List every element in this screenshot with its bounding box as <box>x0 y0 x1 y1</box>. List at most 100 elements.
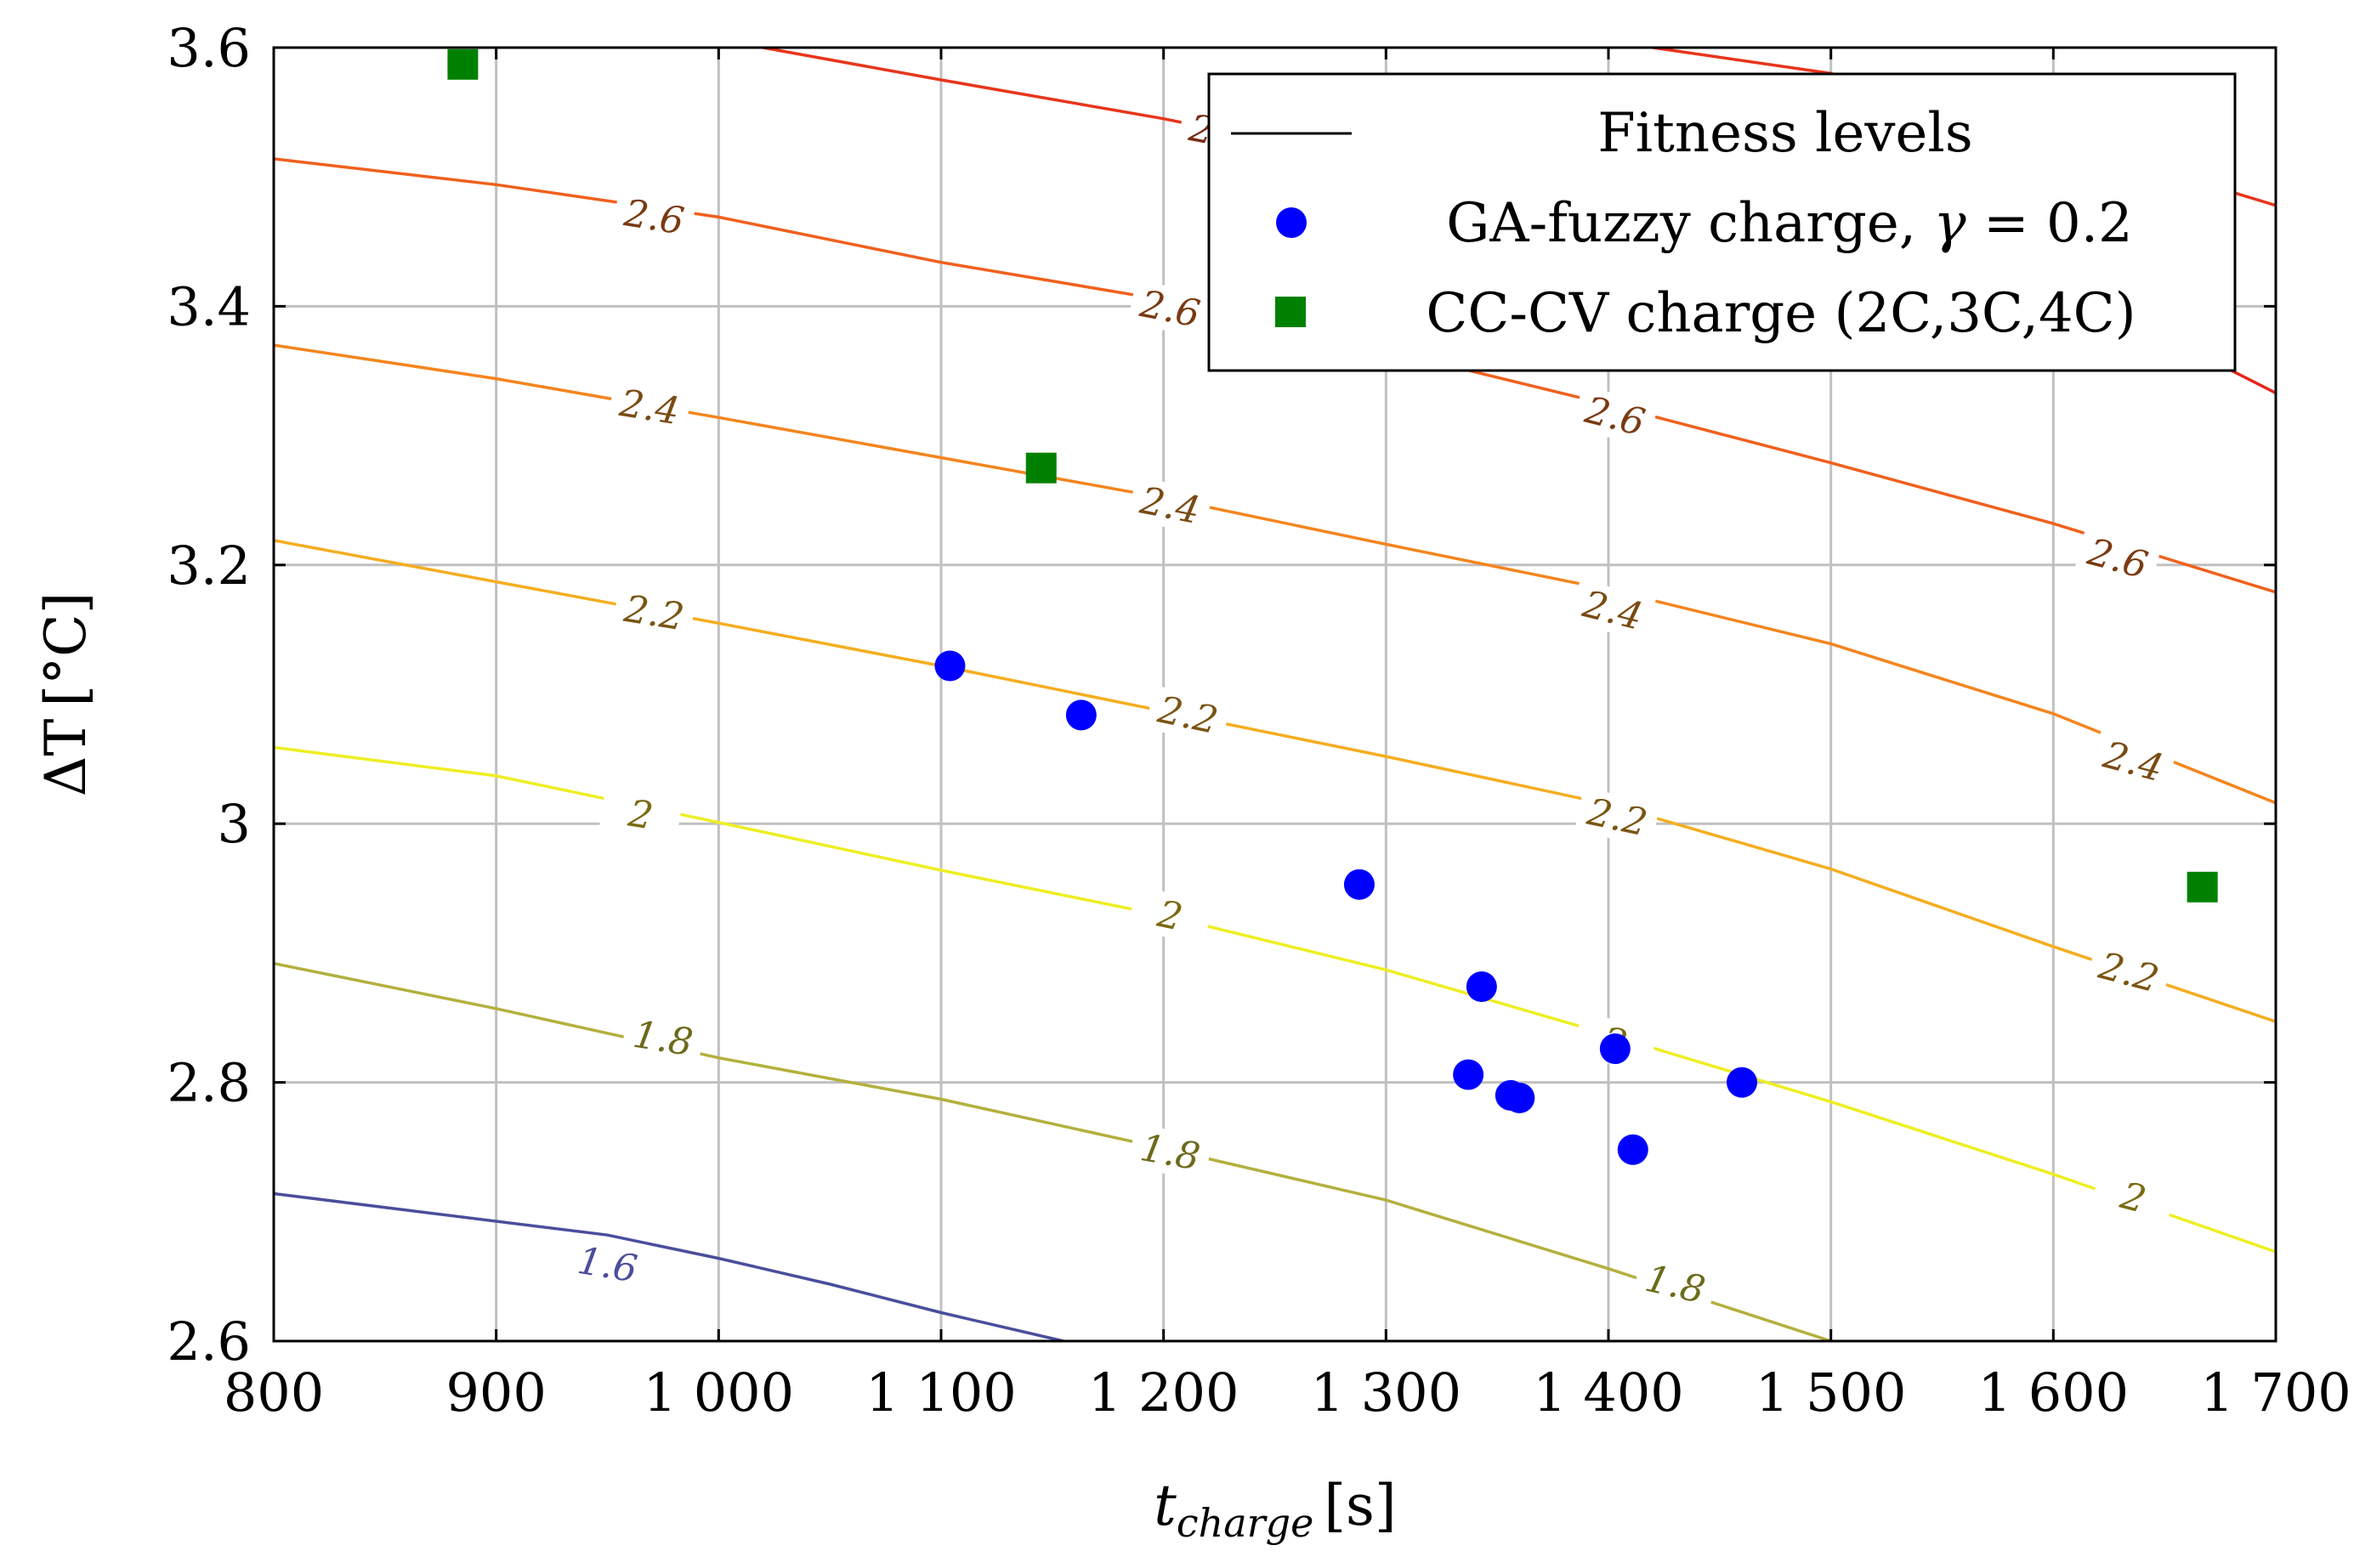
contour-label: 2.4 <box>1127 476 1213 535</box>
cccv-point <box>2187 871 2218 903</box>
x-axis-label: tcharge [s] <box>1154 1473 1396 1546</box>
x-tick-label: 1 300 <box>1311 1361 1462 1424</box>
cccv-point <box>1025 452 1057 484</box>
contour-label-text: 2.2 <box>2094 944 2164 1002</box>
contour-label-bg <box>564 1237 650 1293</box>
contour-label: 1.8 <box>1127 1124 1213 1181</box>
contour-label-text: 2.6 <box>621 191 687 243</box>
x-tick-label: 900 <box>445 1361 546 1424</box>
contour-label: 2.4 <box>607 379 692 435</box>
contour-label: 2.2 <box>2085 941 2173 1005</box>
contour-label-text: 1.6 <box>575 1239 640 1291</box>
contour-label-bg <box>611 585 697 641</box>
contour-label: 2 <box>1127 886 1213 946</box>
contour-label-bg <box>607 379 692 435</box>
contour-label-bg <box>2090 1166 2177 1230</box>
cccv-point <box>447 48 479 80</box>
y-tick-label: 3.6 <box>167 17 251 79</box>
ga-fuzzy-point <box>934 650 966 682</box>
contour-label: 2.2 <box>1574 787 1660 847</box>
contour-label-text: 1.8 <box>1137 1126 1204 1179</box>
contour-label-bg <box>1127 476 1213 535</box>
contour-label-bg <box>1127 280 1213 338</box>
legend-box <box>1207 72 2237 372</box>
legend-fitness-text: Fitness levels <box>1597 102 1972 165</box>
contour-label-text: 2.4 <box>1136 478 1203 533</box>
ga-fuzzy-point <box>1453 1059 1484 1090</box>
contour-label-text: 2.6 <box>1580 388 1649 445</box>
contour-label-bg <box>1127 886 1213 946</box>
x-tick-label: 1 500 <box>1756 1361 1907 1424</box>
x-tick-label: 1 200 <box>1088 1361 1239 1424</box>
contour-label-bg <box>2090 730 2177 794</box>
contour-label-bg <box>2085 941 2173 1005</box>
ga-fuzzy-point <box>1617 1134 1648 1165</box>
contour-label-bg <box>1571 385 1659 448</box>
axis-ticks <box>272 46 2277 1343</box>
contour-label-text: 2.4 <box>1578 582 1647 639</box>
contour-line-1-6 <box>274 1192 1064 1341</box>
contour-label: 2.4 <box>2090 730 2177 794</box>
contour-label-text: 1.8 <box>630 1013 695 1065</box>
contour-label: 2.6 <box>1571 385 1659 448</box>
contour-line-2-4 <box>274 343 2276 805</box>
legend-cccv-text: CC-CV charge (2C,3C,4C) <box>1426 282 2136 345</box>
plot-frame <box>272 46 2277 1343</box>
contour-label: 2 <box>598 786 684 843</box>
contour-label-text: 2.4 <box>616 382 683 433</box>
x-tick-label: 1 400 <box>1533 1361 1684 1424</box>
y-tick-labels: 2.6 2.8 3 3.2 3.4 3.6 <box>167 17 251 1373</box>
contour-label-bg <box>1127 1124 1213 1181</box>
x-tick-label: 1 000 <box>644 1361 795 1424</box>
legend-cccv-marker <box>1275 297 1306 327</box>
contour-label: 2.6 <box>2074 527 2162 591</box>
contour-label: 2.6 <box>1127 280 1213 338</box>
contour-label-bg <box>621 1010 706 1067</box>
y-tick-label: 3.4 <box>167 275 251 337</box>
contour-label-text: 2.6 <box>1136 282 1203 337</box>
ga-fuzzy-point <box>1466 971 1497 1002</box>
contour-label: 2.2 <box>611 585 697 641</box>
legend-ga-text: GA-fuzzy charge, γ = 0.2 <box>1446 192 2133 255</box>
y-tick-label: 3 <box>218 793 251 855</box>
y-axis-label: ΔT[°C] <box>33 592 99 797</box>
y-tick-label: 3.2 <box>167 535 251 597</box>
contour-label-bg <box>1631 1254 1719 1315</box>
contour-label-text: 2.2 <box>1583 790 1651 846</box>
y-tick-label: 2.8 <box>167 1052 251 1114</box>
data-points <box>447 48 2218 1165</box>
ga-fuzzy-point <box>1343 869 1375 900</box>
contour-line-2-2 <box>274 539 2276 1023</box>
contour-label: 2 <box>2090 1166 2177 1230</box>
contour-label: 1.6 <box>564 1237 650 1293</box>
contour-label-text: 1.8 <box>1642 1257 1710 1312</box>
legend-ga-marker <box>1276 207 1307 238</box>
contour-label-text: 2.6 <box>2083 530 2153 588</box>
contour-line-1-8 <box>274 961 1832 1341</box>
contour-label-bg <box>2074 527 2162 591</box>
y-tick-label: 2.6 <box>167 1310 251 1373</box>
x-tick-label: 1 100 <box>865 1361 1017 1424</box>
contour-label-bg <box>598 786 684 843</box>
contour-label-bg <box>611 189 697 246</box>
contour-label-bg <box>1145 685 1231 745</box>
contour-label-text: 2.4 <box>2098 733 2168 791</box>
contour-label-bg <box>1569 579 1657 642</box>
contour-label-bg <box>1574 787 1660 847</box>
contour-line-2-8 <box>763 48 1209 130</box>
ga-fuzzy-point <box>1727 1067 1757 1098</box>
contour-label: 2.6 <box>611 189 697 246</box>
x-tick-labels: 800 900 1 000 1 100 1 200 1 300 1 400 1 500 1 60… <box>224 1361 2351 1424</box>
ga-fuzzy-point <box>1065 699 1097 731</box>
x-tick-label: 1 600 <box>1978 1361 2130 1424</box>
legend: Fitness levels GA-fuzzy charge, γ = 0.2 … <box>1207 72 2237 372</box>
x-tick-label: 1 700 <box>2200 1361 2351 1424</box>
contour-label: 1.8 <box>621 1010 706 1067</box>
x-tick-label: 800 <box>224 1361 324 1424</box>
contour-label-text: 2.2 <box>621 587 687 639</box>
contour-label: 1.8 <box>1631 1254 1719 1315</box>
contour-label: 2.4 <box>1569 579 1657 642</box>
ga-fuzzy-point <box>1504 1082 1535 1113</box>
contour-label: 2.2 <box>1145 685 1231 745</box>
